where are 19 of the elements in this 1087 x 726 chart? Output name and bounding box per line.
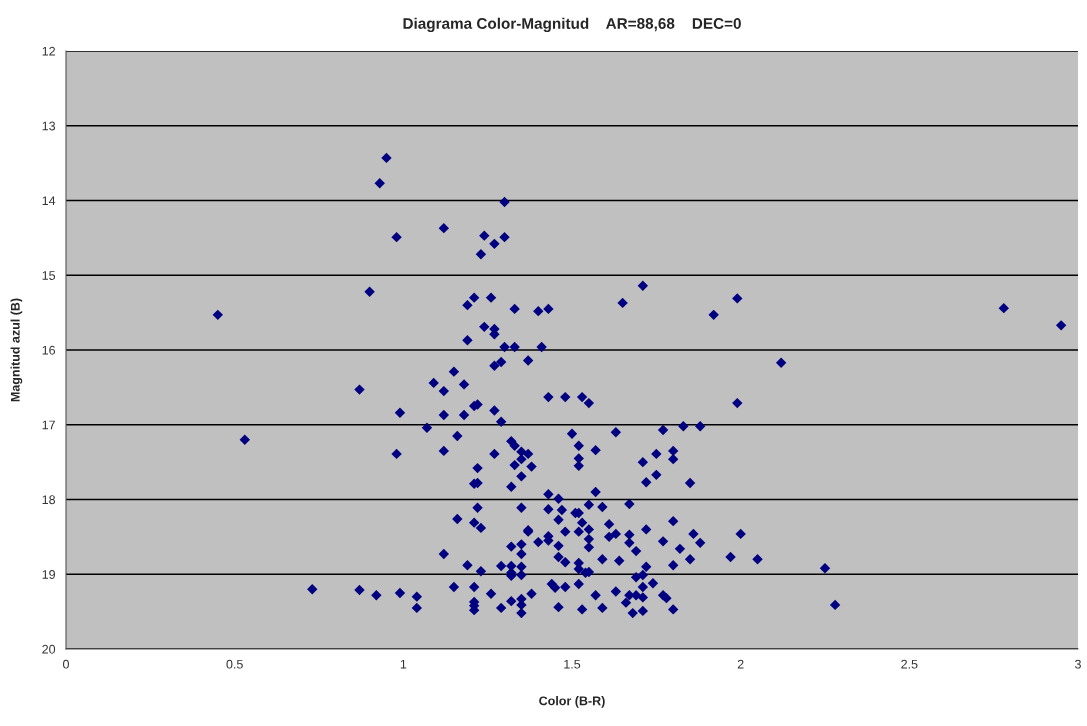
x-tick-label: 1.5 — [564, 659, 581, 669]
y-tick-label: 17 — [42, 420, 55, 430]
x-tick-label: 2.5 — [901, 659, 918, 669]
y-tick-label: 13 — [42, 121, 56, 131]
x-tick-label: 3 — [1075, 659, 1081, 669]
x-tick-label: 0 — [63, 659, 69, 669]
y-tick-label: 15 — [42, 271, 56, 280]
x-tick-label: 1 — [400, 659, 407, 669]
y-axis-title: Magnitud azul (B) — [10, 298, 23, 402]
y-tick-label: 19 — [42, 570, 55, 579]
y-tick-label: 20 — [42, 644, 56, 654]
x-tick-label: 0.5 — [226, 659, 243, 669]
y-tick-label: 12 — [42, 46, 55, 56]
y-tick-label: 18 — [42, 495, 56, 505]
x-axis-title: Color (B-R) — [539, 696, 605, 708]
x-tick-label: 2 — [737, 659, 744, 669]
chart-title: Diagrama Color-Magnitud AR=88,68 DEC=0 — [403, 17, 741, 33]
y-tick-label: 14 — [42, 196, 56, 206]
y-tick-label: 16 — [42, 345, 56, 355]
